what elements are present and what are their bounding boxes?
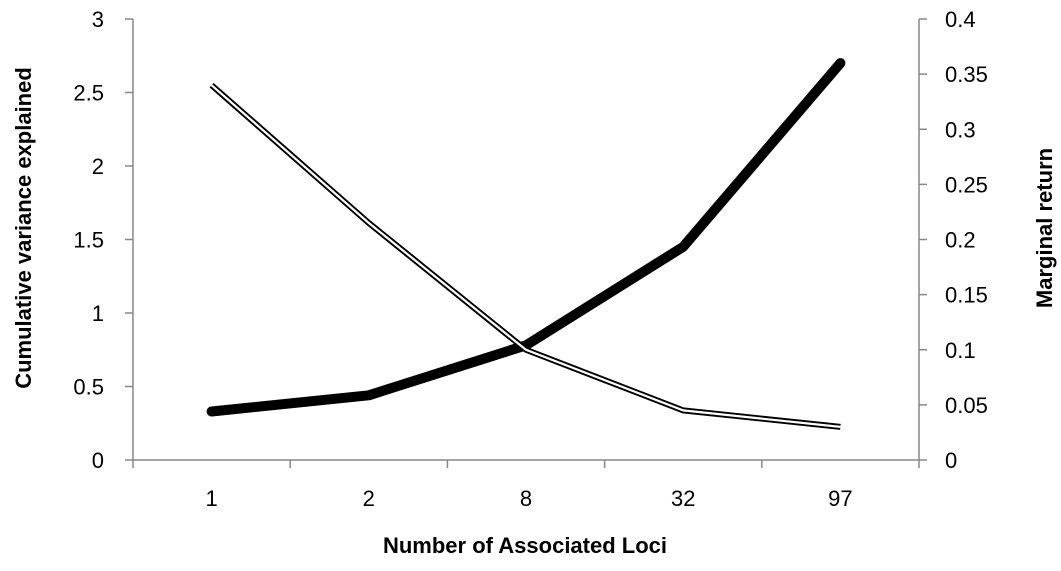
y-tick-label: 2 bbox=[92, 154, 104, 179]
x-tick-label: 32 bbox=[671, 486, 695, 511]
series-line-cumulative bbox=[206, 58, 846, 417]
y2-tick-label: 0.4 bbox=[945, 7, 976, 32]
y-tick-label: 1 bbox=[92, 301, 104, 326]
y-tick-label: 0 bbox=[92, 448, 104, 473]
x-tick-label: 97 bbox=[828, 486, 852, 511]
series-line-marginal-inner bbox=[210, 84, 841, 428]
x-tick-label: 2 bbox=[363, 486, 375, 511]
y2-tick-label: 0 bbox=[945, 448, 957, 473]
y-tick-label: 2.5 bbox=[73, 81, 104, 106]
axes bbox=[125, 18, 927, 468]
y-tick-label: 0.5 bbox=[73, 375, 104, 400]
y-axis-title: Cumulative variance explained bbox=[11, 67, 36, 389]
y-tick-label: 3 bbox=[92, 7, 104, 32]
x-tick-label: 1 bbox=[205, 486, 217, 511]
tick-labels: 0 0.5 1 1.5 2 2.5 3 0 0.05 0.1 0.15 0.2 0.25 0.3 0.35 0… bbox=[73, 7, 987, 511]
series-line-marginal-outer bbox=[209, 82, 841, 430]
series-layer bbox=[206, 58, 846, 430]
y2-tick-label: 0.1 bbox=[945, 338, 976, 363]
y2-tick-label: 0.2 bbox=[945, 228, 976, 253]
y-tick-label: 1.5 bbox=[73, 228, 104, 253]
x-axis-title: Number of Associated Loci bbox=[383, 533, 667, 558]
y2-tick-label: 0.25 bbox=[945, 172, 988, 197]
x-tick-label: 8 bbox=[520, 486, 532, 511]
y2-tick-label: 0.05 bbox=[945, 393, 988, 418]
y2-tick-label: 0.35 bbox=[945, 62, 988, 87]
y2-tick-label: 0.15 bbox=[945, 283, 988, 308]
y2-tick-label: 0.3 bbox=[945, 117, 976, 142]
y2-axis-title: Marginal return bbox=[1032, 148, 1057, 308]
